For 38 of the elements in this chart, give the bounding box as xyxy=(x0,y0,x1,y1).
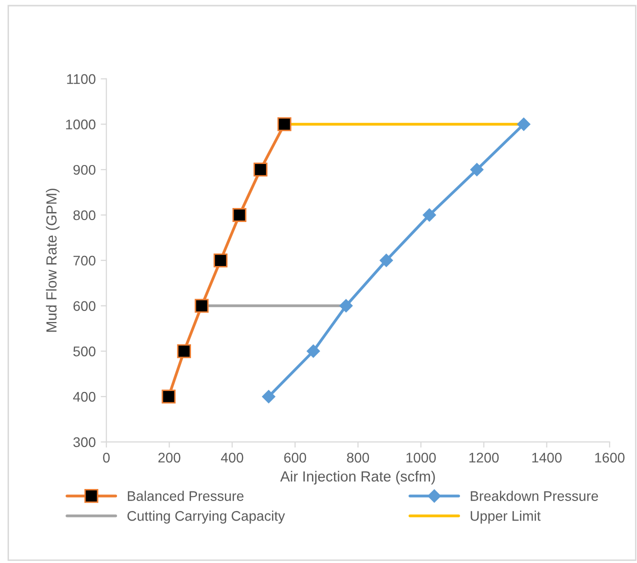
point xyxy=(339,299,353,312)
y-tick-label: 300 xyxy=(73,437,96,448)
y-tick-label: 700 xyxy=(74,256,96,266)
x-tick-label: 600 xyxy=(284,452,306,463)
point xyxy=(517,118,530,131)
x-tick-label: 800 xyxy=(347,452,370,463)
point xyxy=(254,162,268,177)
y-tick-label: 900 xyxy=(73,164,96,175)
point xyxy=(194,298,209,313)
y-tick-label: 800 xyxy=(73,210,96,220)
point xyxy=(470,163,484,176)
point xyxy=(277,117,292,132)
point xyxy=(306,344,320,358)
x-axis-title: Air Injection Rate (scfm) xyxy=(280,470,435,484)
x-tick-label: 1200 xyxy=(469,452,499,463)
y-tick-label: 600 xyxy=(73,301,96,311)
x-tick-label: 0 xyxy=(103,452,110,463)
x-tick-label: 1600 xyxy=(595,452,625,463)
point xyxy=(380,254,393,267)
y-tick-label: 1000 xyxy=(66,120,96,130)
point xyxy=(162,390,176,404)
legend-label: Cutting Carrying Capacity xyxy=(127,510,285,524)
x-tick-label: 400 xyxy=(220,452,244,463)
y-axis-title: Mud Flow Rate (GPM) xyxy=(46,188,60,332)
legend-label: Balanced Pressure xyxy=(128,490,244,501)
y-tick-label: 1100 xyxy=(67,74,96,84)
y-tick-label: 500 xyxy=(73,346,96,356)
x-tick-label: 200 xyxy=(158,452,180,463)
point xyxy=(214,253,228,268)
legend-label: Upper Limit xyxy=(470,510,541,524)
y-tick-label: 400 xyxy=(73,392,96,402)
legend-label: Breakdown Pressure xyxy=(470,490,598,501)
point xyxy=(422,208,436,222)
point xyxy=(262,390,276,404)
point xyxy=(177,344,192,358)
x-tick-label: 1400 xyxy=(532,452,562,463)
point xyxy=(232,208,246,222)
x-tick-label: 1000 xyxy=(406,452,436,463)
